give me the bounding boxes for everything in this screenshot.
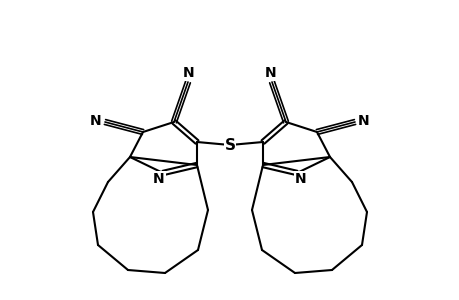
Text: N: N	[90, 114, 101, 128]
Text: S: S	[224, 137, 235, 152]
Text: N: N	[153, 172, 164, 186]
Text: N: N	[183, 66, 195, 80]
Text: N: N	[358, 114, 369, 128]
Text: N: N	[295, 172, 306, 186]
Text: N: N	[264, 66, 276, 80]
